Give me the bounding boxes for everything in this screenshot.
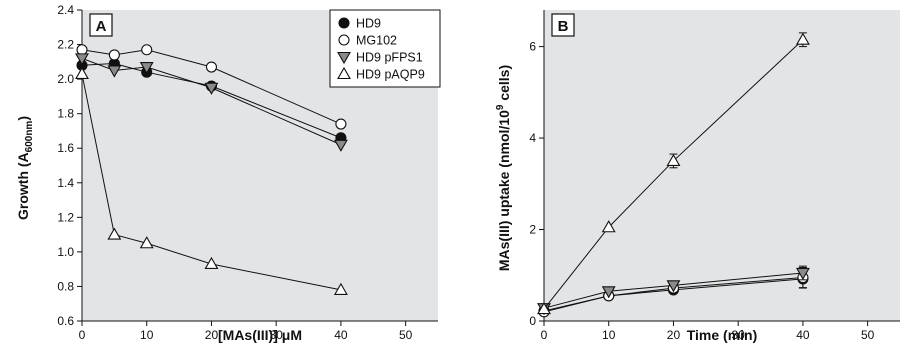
y-tick-label: 1.4 — [57, 176, 74, 190]
data-point — [666, 280, 681, 293]
series-hd9-paqp9 — [75, 66, 348, 295]
y-tick-label: 0 — [529, 314, 536, 328]
panel-b-letter-box — [551, 13, 575, 37]
y-tick-label: 2 — [529, 223, 536, 237]
legend-marker — [337, 51, 351, 65]
panel-b-axes: 0 10 20 30 40 50 0 2 4 6 — [529, 10, 900, 342]
data-point — [139, 236, 154, 249]
legend-marker — [338, 34, 350, 46]
panel-b-plot-area — [544, 10, 900, 321]
x-tick-label: 20 — [205, 328, 219, 342]
x-tick-label: 40 — [796, 328, 810, 342]
panel-a-series — [75, 44, 348, 295]
series-mg102 — [76, 44, 347, 130]
data-point — [204, 256, 219, 270]
panel-b: B 0 10 20 30 40 50 0 2 4 6 Time (min) MAs(III) up… — [495, 10, 900, 343]
legend-label: MG102 — [356, 34, 397, 48]
y-tick-label: 1.2 — [57, 210, 74, 224]
data-point — [139, 61, 154, 75]
panel-a-y-axis-label: Growth (A600nm) — [15, 116, 35, 220]
x-tick-label: 50 — [861, 328, 875, 342]
series-hd9-pfps1 — [75, 53, 348, 152]
x-tick-label: 20 — [667, 328, 681, 342]
y-tick-label: 1.8 — [57, 107, 74, 121]
x-tick-label: 40 — [334, 328, 348, 342]
legend-label: HD9 pAQP9 — [356, 68, 425, 82]
data-point — [333, 282, 348, 295]
panel-b-x-axis-label: Time (min) — [687, 327, 758, 343]
y-tick-label: 1.0 — [57, 245, 74, 259]
data-point — [75, 66, 89, 79]
legend-marker — [337, 66, 351, 80]
panel-a-x-axis-label: [MAs(III)] μM — [218, 327, 302, 343]
data-point — [76, 44, 88, 56]
legend-marker — [338, 17, 350, 29]
series-line — [543, 277, 803, 313]
panel-a-letter: A — [96, 18, 107, 35]
x-tick-label: 10 — [140, 328, 154, 342]
y-tick-label: 4 — [529, 131, 536, 145]
data-point — [601, 220, 616, 233]
data-point — [205, 61, 218, 73]
data-point — [108, 49, 120, 61]
x-tick-label: 10 — [602, 328, 616, 342]
y-tick-label: 2.2 — [57, 38, 74, 52]
x-tick-label: 50 — [399, 328, 413, 342]
legend: HD9 MG102 HD9 pFPS1 HD9 pAQP9 — [329, 9, 441, 88]
y-tick-label: 0.6 — [57, 314, 74, 328]
data-point — [666, 153, 681, 166]
panel-a-axes: 0 10 20 30 40 50 0.6 0.8 1.0 1.2 1.4 1.6 1.8 2.0 2.2 2.… — [57, 3, 438, 342]
panel-b-letter: B — [558, 18, 569, 35]
data-point — [537, 302, 551, 315]
x-tick-label: 30 — [270, 328, 284, 342]
data-point — [141, 44, 153, 56]
data-point — [204, 82, 219, 95]
series-line — [543, 39, 804, 310]
panel-b-series — [537, 32, 810, 318]
panel-a-letter-box — [89, 13, 113, 37]
data-point — [333, 139, 348, 152]
data-point — [335, 118, 347, 130]
data-point — [107, 227, 122, 240]
legend-label: HD9 pFPS1 — [356, 51, 423, 65]
y-tick-label: 0.8 — [57, 279, 74, 293]
x-tick-label: 30 — [732, 328, 746, 342]
data-point — [795, 267, 810, 281]
x-tick-label: 0 — [79, 328, 86, 342]
y-tick-label: 6 — [529, 40, 536, 54]
panel-a: A 0 10 20 30 40 50 0.6 0.8 1.0 1.2 1.4 1.6 1.8 2.0 2.2… — [15, 3, 441, 343]
data-point — [75, 53, 89, 66]
y-tick-label: 2.0 — [57, 72, 74, 86]
data-point — [601, 286, 616, 299]
data-point — [795, 32, 810, 45]
series-hd9-paqp9 — [537, 32, 810, 315]
series-line — [543, 272, 803, 309]
x-tick-label: 0 — [541, 328, 548, 342]
y-tick-label: 2.4 — [57, 3, 74, 17]
data-point — [107, 65, 122, 78]
y-tick-label: 1.6 — [57, 141, 74, 155]
legend-label: HD9 — [356, 17, 381, 31]
panel-b-y-axis-label: MAs(III) uptake (nmol/109 cells) — [495, 65, 512, 271]
